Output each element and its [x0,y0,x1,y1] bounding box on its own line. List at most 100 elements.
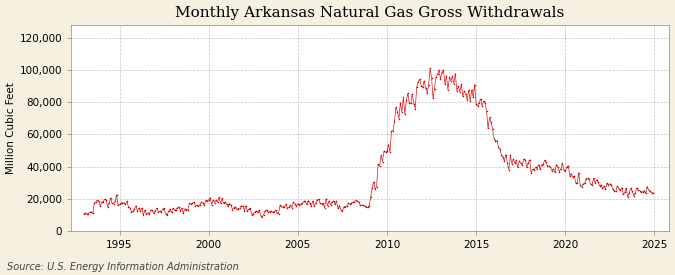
Point [221,202,232,206]
Point [354,200,364,204]
Point [255,214,266,218]
Point [224,201,235,206]
Point [328,199,339,203]
Point [307,199,318,203]
Point [101,198,111,202]
Point [163,209,174,213]
Point [108,201,119,206]
Point [642,185,653,189]
Point [350,198,361,202]
Point [312,197,323,202]
Point [130,204,141,208]
Point [475,97,486,101]
Point [526,171,537,175]
Point [273,212,284,216]
Point [422,91,433,95]
Point [225,203,236,207]
Point [379,149,389,153]
Point [491,139,502,143]
Point [119,200,130,205]
Point [308,204,319,208]
Point [543,164,554,168]
Point [606,183,617,187]
Point [499,159,510,163]
Point [398,95,409,100]
Point [335,208,346,212]
Point [248,211,259,216]
Point [135,209,146,213]
Point [150,209,161,213]
Point [310,201,321,205]
Point [148,211,159,215]
Point [144,212,155,216]
Point [239,208,250,213]
Point [267,210,278,214]
Point [584,177,595,182]
Point [381,149,392,153]
Point [281,202,292,207]
Point [563,164,574,168]
Point [622,195,633,199]
Point [214,195,225,200]
Point [542,164,553,169]
Point [181,208,192,212]
Point [282,206,293,210]
Point [487,126,498,131]
Point [128,209,138,213]
Point [290,202,300,206]
Point [417,85,428,90]
Point [376,153,387,158]
Point [478,99,489,104]
Point [194,203,205,207]
Point [637,189,648,194]
Point [165,207,176,211]
Point [218,201,229,206]
Point [593,180,603,184]
Point [385,150,396,154]
Point [169,208,180,212]
Point [537,162,548,167]
Point [392,109,403,114]
Point [147,208,158,213]
Point [92,198,103,203]
Point [601,181,612,185]
Point [411,85,422,89]
Point [647,191,658,195]
Point [157,207,168,211]
Point [245,206,256,211]
Point [270,208,281,213]
Point [438,68,449,72]
Point [120,202,131,207]
Point [433,68,444,73]
Point [151,206,162,211]
Point [400,112,410,116]
Point [497,155,508,159]
Point [452,89,462,93]
Point [458,94,468,98]
Point [549,170,560,174]
Point [275,203,286,207]
Point [93,199,104,203]
Point [89,201,100,206]
Point [404,101,414,106]
Point [646,191,657,195]
Point [591,178,602,182]
Point [462,98,472,102]
Point [391,105,402,109]
Point [459,89,470,93]
Point [610,189,621,193]
Point [600,187,611,192]
Point [520,158,531,162]
Point [304,201,315,205]
Point [615,188,626,192]
Point [374,164,385,168]
Point [557,161,568,166]
Point [362,205,373,210]
Point [547,169,558,173]
Point [364,204,375,208]
Point [207,202,217,207]
Point [518,157,529,161]
Point [556,166,566,171]
Point [454,89,465,94]
Point [346,201,357,205]
